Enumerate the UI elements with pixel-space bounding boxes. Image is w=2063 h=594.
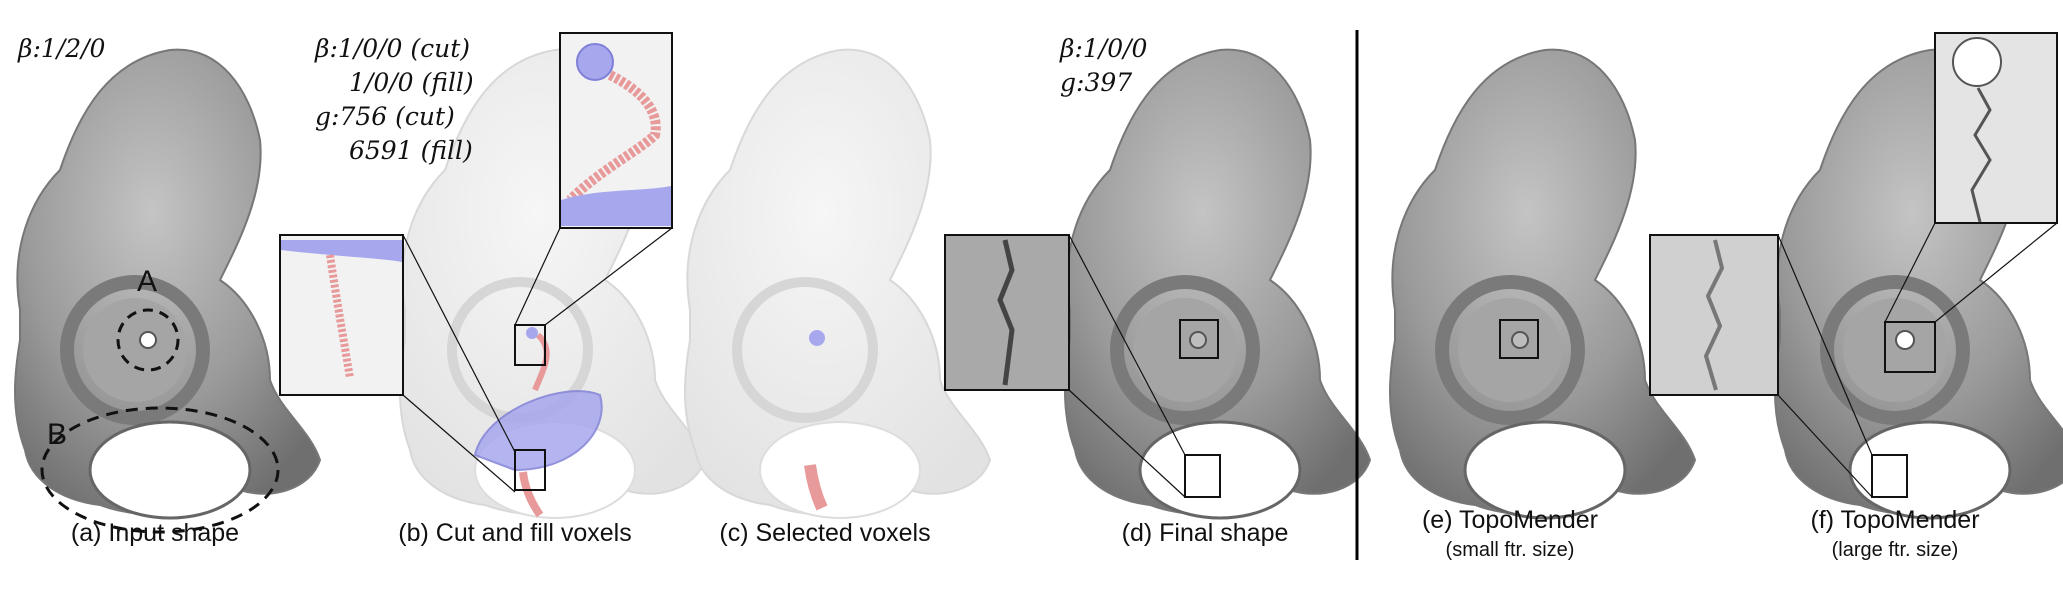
caption-c: (c) Selected voxels — [719, 519, 931, 547]
panel-f-inset-left — [1649, 234, 1873, 498]
panel-e-shape — [1389, 48, 1696, 520]
caption-b: (b) Cut and fill voxels — [398, 519, 632, 547]
panel-a-betti-annotation: β:1/2/0 — [18, 32, 105, 66]
panel-d-genus-annotation: g:397 — [1060, 66, 1132, 100]
subcaption-e: (small ftr. size) — [1445, 539, 1575, 561]
panel-b-g-fill: 6591 (fill) — [349, 136, 473, 165]
panel-b-annotation: β:1/0/0 (cut) — [315, 32, 470, 66]
panel-d-g-value: 397 — [1084, 68, 1133, 97]
panel-a-beta-value: 1/2/0 — [40, 34, 106, 63]
panel-d-shape — [1064, 48, 1371, 520]
panel-b-shape — [399, 48, 706, 519]
region-b-label: B — [47, 418, 68, 451]
panel-b-beta-cut: 1/0/0 (cut) — [337, 34, 471, 63]
panel-c-shape — [684, 48, 991, 519]
beta-symbol: β: — [315, 34, 338, 63]
panel-b-inset-top — [514, 32, 673, 326]
subcaption-f: (large ftr. size) — [1831, 539, 1959, 561]
caption-a: (a) Input shape — [70, 519, 240, 547]
g-symbol: g: — [1060, 68, 1085, 97]
beta-symbol: β: — [18, 34, 41, 63]
caption-e: (e) TopoMender — [1421, 506, 1599, 534]
panel-d-beta-value: 1/0/0 — [1082, 34, 1148, 63]
region-a-label: A — [137, 265, 158, 298]
panel-d-inset — [944, 234, 1186, 498]
panel-a-shape — [14, 48, 321, 534]
panel-b-inset-left — [279, 234, 516, 493]
panel-b-g-cut: 756 (cut) — [339, 102, 455, 131]
caption-d: (d) Final shape — [1121, 519, 1289, 547]
panel-b-genus-annotation: g:756 (cut) — [315, 100, 455, 134]
panel-b-beta-fill: 1/0/0 (fill) — [349, 68, 474, 97]
g-symbol: g: — [315, 102, 340, 131]
panel-d-betti-annotation: β:1/0/0 — [1060, 32, 1147, 66]
caption-f: (f) TopoMender — [1810, 506, 1980, 534]
beta-symbol: β: — [1060, 34, 1083, 63]
panel-f-inset-top — [1884, 32, 2058, 323]
